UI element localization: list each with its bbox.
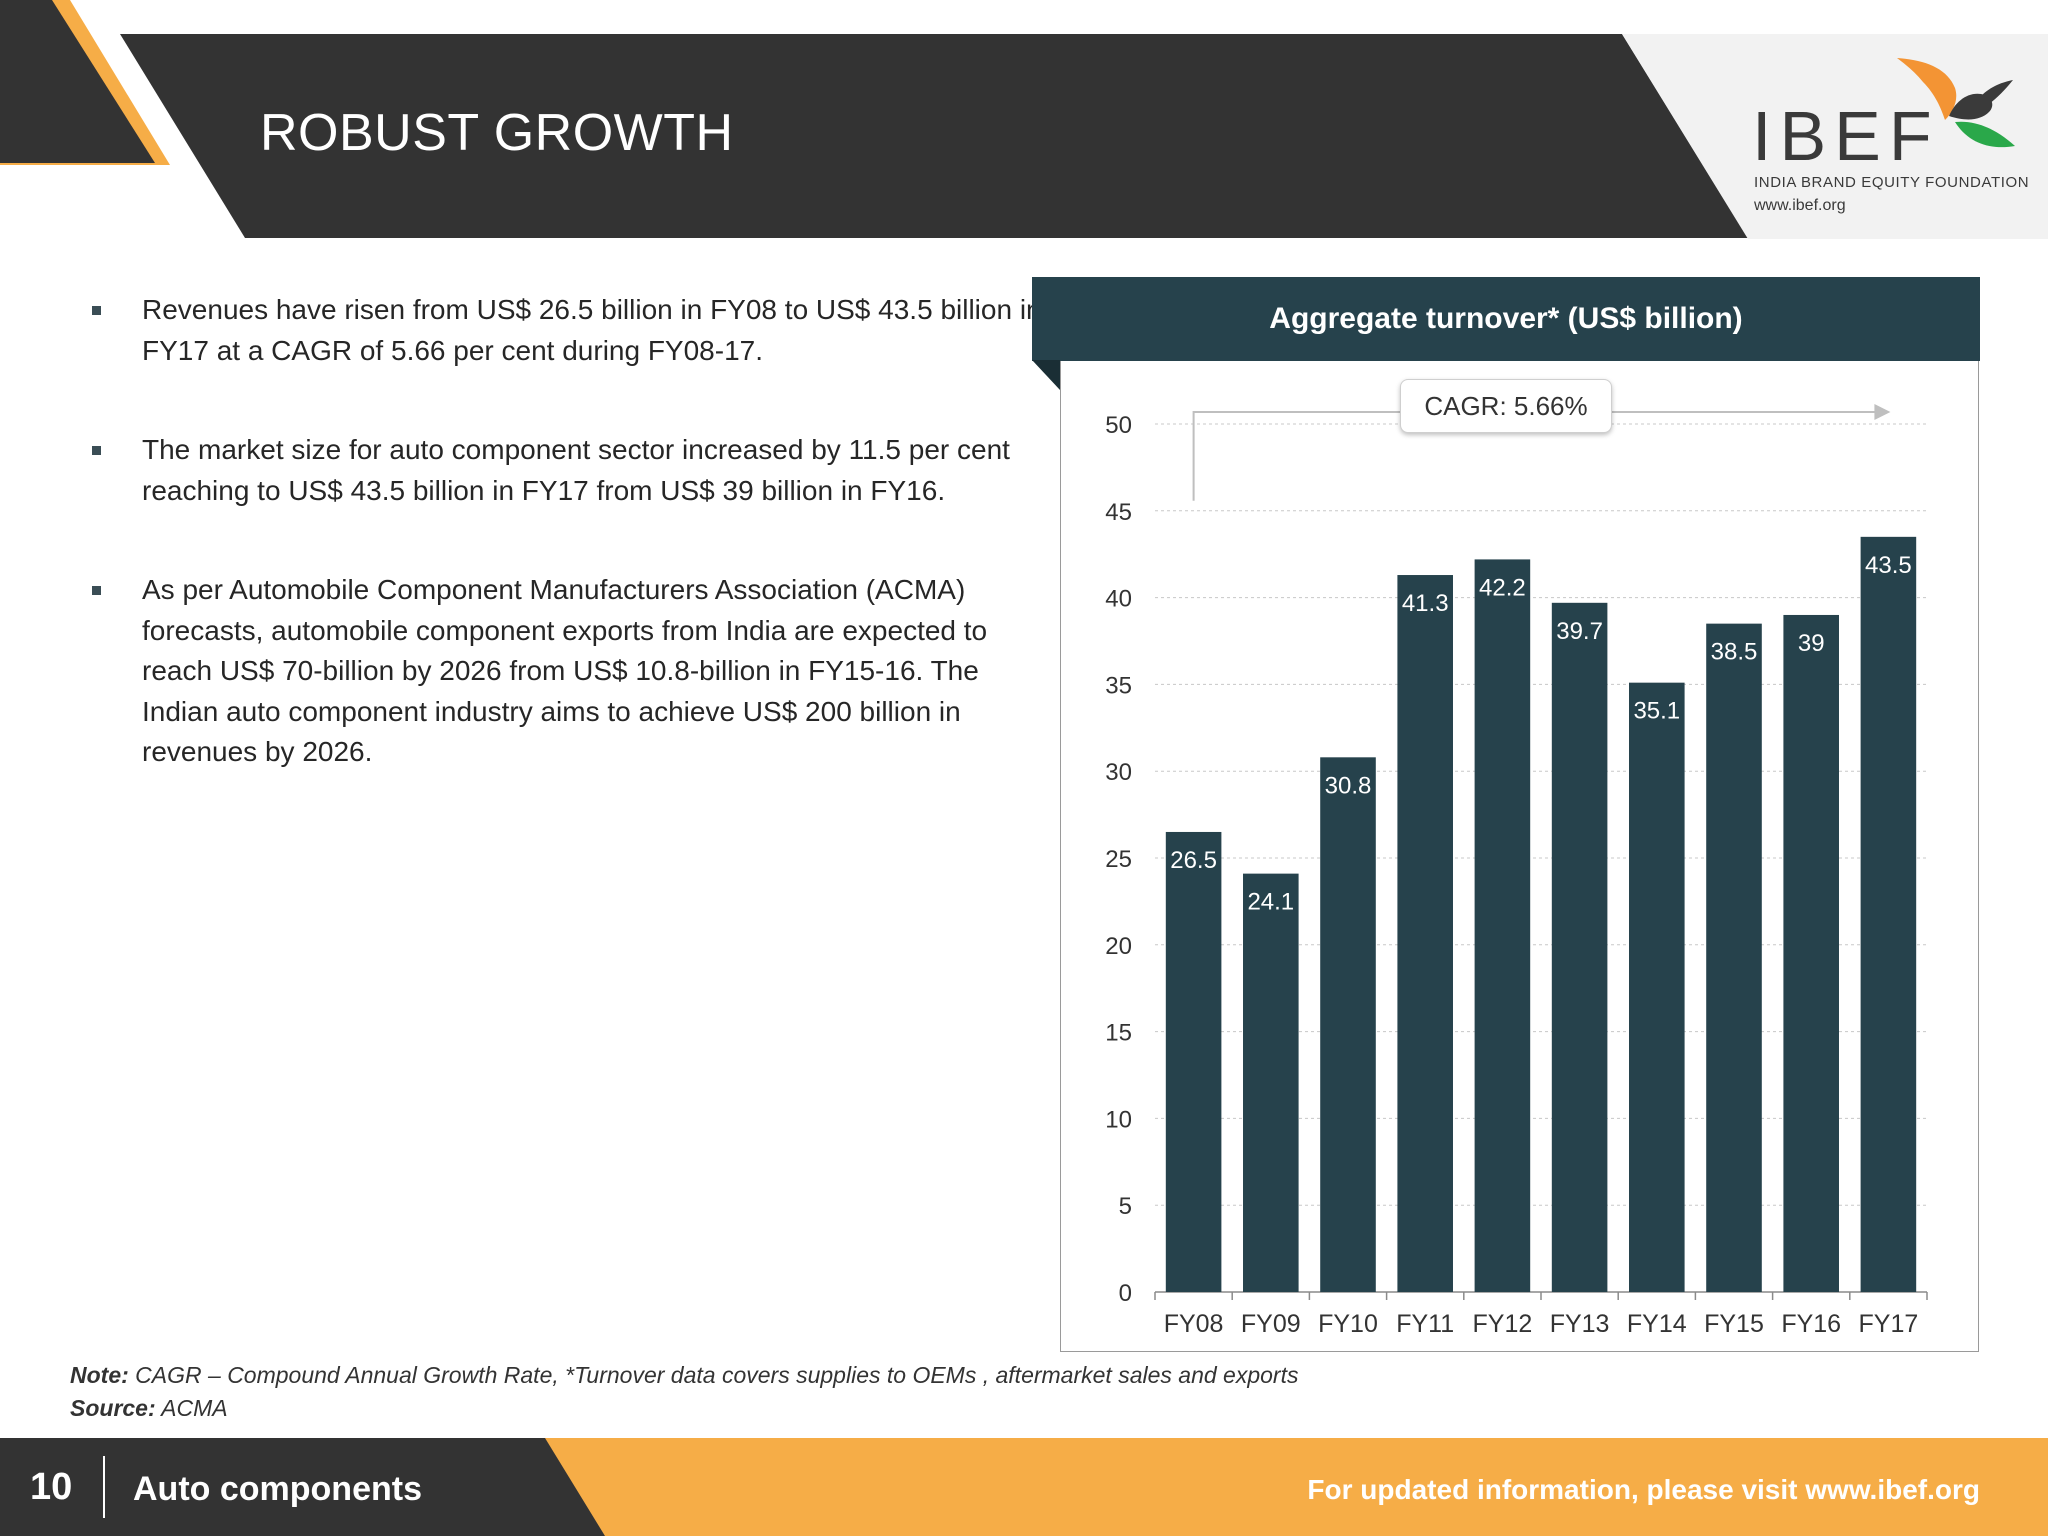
x-tick-label: FY15 xyxy=(1704,1310,1764,1338)
y-tick-label: 25 xyxy=(1105,846,1132,873)
bar xyxy=(1706,623,1762,1292)
chart-frame xyxy=(1060,361,1979,1352)
y-tick-label: 20 xyxy=(1105,933,1132,960)
data-label: 38.5 xyxy=(1711,639,1758,666)
y-tick-label: 0 xyxy=(1119,1280,1132,1307)
bullet-text: Revenues have risen from US$ 26.5 billio… xyxy=(142,294,1042,366)
bullet-item: Revenues have risen from US$ 26.5 billio… xyxy=(88,290,1042,416)
x-tick-label: FY14 xyxy=(1627,1310,1687,1338)
y-tick-label: 45 xyxy=(1105,499,1132,526)
y-tick-label: 10 xyxy=(1105,1106,1132,1133)
x-tick-label: FY13 xyxy=(1550,1310,1610,1338)
data-label: 26.5 xyxy=(1170,847,1217,874)
bar xyxy=(1629,682,1685,1292)
bird-logo-icon xyxy=(1897,58,2015,148)
x-tick-label: FY09 xyxy=(1241,1310,1301,1338)
source-label: Source: xyxy=(70,1395,156,1421)
bullet-item: The market size for auto component secto… xyxy=(88,430,1010,556)
bar xyxy=(1783,614,1839,1292)
chart-source: Source: ACMA xyxy=(70,1395,228,1422)
data-label: 30.8 xyxy=(1325,772,1372,799)
note-text: CAGR – Compound Annual Growth Rate, *Tur… xyxy=(128,1362,1299,1388)
bar xyxy=(1320,757,1376,1292)
bar xyxy=(1397,575,1453,1292)
y-tick-label: 15 xyxy=(1105,1020,1132,1047)
data-label: 43.5 xyxy=(1865,552,1912,579)
x-tick-label: FY08 xyxy=(1164,1310,1224,1338)
bar xyxy=(1551,602,1608,1292)
y-tick-label: 50 xyxy=(1105,412,1132,439)
y-tick-label: 5 xyxy=(1119,1193,1132,1220)
x-tick-label: FY12 xyxy=(1473,1310,1533,1338)
bar-chart: 0 5 10 15 20 25 30 35 40 45 50 26.5 FY08 24.1 FY09 30.8… xyxy=(1105,404,1928,1338)
bar xyxy=(1860,536,1917,1292)
chart-header-bar xyxy=(1032,277,1980,361)
chart-header-fold xyxy=(1032,360,1060,390)
page-title: ROBUST GROWTH xyxy=(260,104,734,162)
y-tick-label: 40 xyxy=(1105,586,1132,613)
cagr-arrow-head xyxy=(1874,404,1891,420)
chart-title: Aggregate turnover* (US$ billion) xyxy=(1269,302,1743,335)
logo-url[interactable]: www.ibef.org xyxy=(1754,197,1846,214)
bullet-item: As per Automobile Component Manufacturer… xyxy=(88,570,993,775)
source-text: ACMA xyxy=(155,1395,228,1421)
chart-note: Note: CAGR – Compound Annual Growth Rate… xyxy=(70,1362,1298,1389)
note-label: Note: xyxy=(70,1362,129,1388)
data-label: 24.1 xyxy=(1247,889,1294,916)
data-label: 42.2 xyxy=(1479,574,1526,601)
x-tick-label: FY16 xyxy=(1781,1310,1841,1338)
y-tick-label: 30 xyxy=(1105,759,1132,786)
footer-banner xyxy=(0,1438,2048,1536)
footer-divider xyxy=(103,1456,105,1518)
bullet-text: The market size for auto component secto… xyxy=(142,434,1010,506)
x-tick-label: FY11 xyxy=(1396,1310,1454,1338)
x-tick-label: FY10 xyxy=(1318,1310,1378,1338)
data-label: 39 xyxy=(1798,630,1825,657)
bar xyxy=(1243,873,1299,1292)
section-name: Auto components xyxy=(133,1470,422,1508)
bullet-marker xyxy=(92,446,101,455)
x-tick-label: FY17 xyxy=(1859,1310,1919,1338)
header-banner xyxy=(0,0,1748,238)
bar xyxy=(1474,559,1531,1292)
data-label: 41.3 xyxy=(1402,590,1449,617)
page-number: 10 xyxy=(30,1466,73,1508)
bar xyxy=(1165,831,1222,1292)
cagr-arrow-line xyxy=(1192,411,1879,501)
bullet-marker xyxy=(92,586,101,595)
cagr-annotation: CAGR: 5.66% xyxy=(1400,379,1612,433)
data-label: 39.7 xyxy=(1556,618,1603,645)
logo-wordmark: IBEF xyxy=(1752,97,1940,175)
footer-visit-link[interactable]: For updated information, please visit ww… xyxy=(1307,1474,1980,1505)
bullet-marker xyxy=(92,306,101,315)
logo-subtitle: INDIA BRAND EQUITY FOUNDATION xyxy=(1754,174,2030,191)
y-tick-label: 35 xyxy=(1105,672,1132,699)
data-label: 35.1 xyxy=(1633,698,1680,725)
bullet-text: As per Automobile Component Manufacturer… xyxy=(142,574,988,767)
